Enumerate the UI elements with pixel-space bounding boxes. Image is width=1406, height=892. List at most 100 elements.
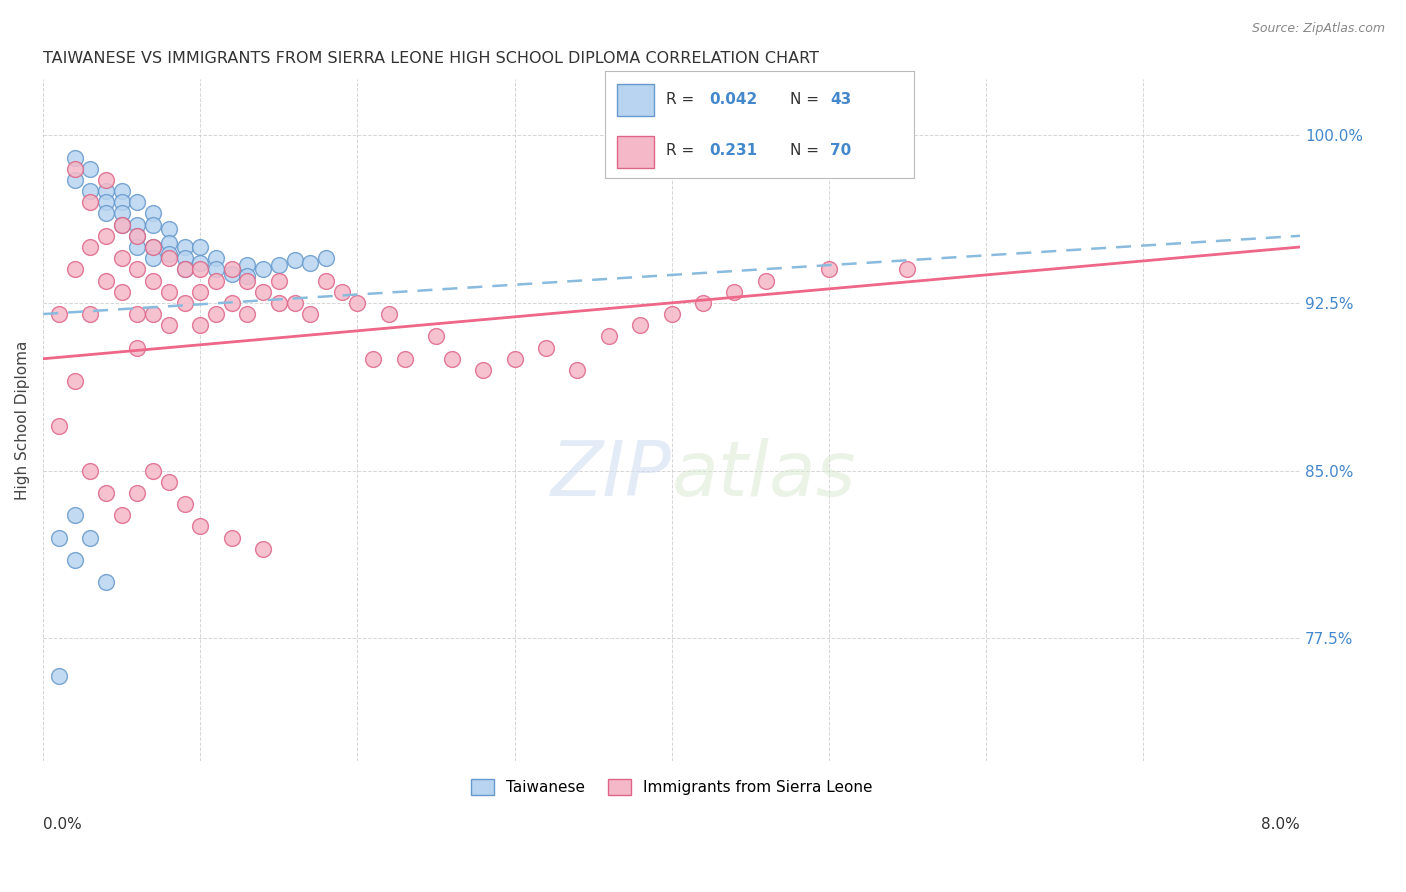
Point bbox=[127, 228, 149, 243]
Text: N =: N = bbox=[790, 92, 824, 107]
Point bbox=[299, 307, 322, 321]
Point bbox=[127, 341, 149, 355]
Point bbox=[221, 267, 243, 281]
Point bbox=[315, 251, 337, 265]
Point bbox=[63, 151, 86, 165]
Point bbox=[252, 541, 274, 556]
Point bbox=[173, 240, 195, 254]
Point bbox=[472, 363, 495, 377]
Point bbox=[79, 161, 101, 176]
Point bbox=[157, 475, 180, 489]
Point bbox=[173, 296, 195, 310]
Point bbox=[205, 251, 228, 265]
Point bbox=[598, 329, 620, 343]
Point bbox=[188, 255, 211, 269]
Legend: Taiwanese, Immigrants from Sierra Leone: Taiwanese, Immigrants from Sierra Leone bbox=[464, 773, 879, 801]
Point bbox=[48, 531, 70, 545]
Point bbox=[221, 262, 243, 277]
Point bbox=[94, 228, 117, 243]
Point bbox=[63, 553, 86, 567]
Point bbox=[111, 218, 134, 232]
Point bbox=[63, 173, 86, 187]
Point bbox=[157, 285, 180, 299]
Point bbox=[111, 195, 134, 210]
Point bbox=[628, 318, 651, 333]
FancyBboxPatch shape bbox=[617, 136, 654, 168]
Point bbox=[127, 486, 149, 500]
Point bbox=[142, 240, 165, 254]
Text: Source: ZipAtlas.com: Source: ZipAtlas.com bbox=[1251, 22, 1385, 36]
Point bbox=[205, 273, 228, 287]
Point bbox=[173, 262, 195, 277]
Point bbox=[236, 307, 259, 321]
Point bbox=[267, 273, 290, 287]
Text: 0.231: 0.231 bbox=[710, 143, 758, 158]
Point bbox=[205, 262, 228, 277]
Point bbox=[425, 329, 447, 343]
Point bbox=[157, 318, 180, 333]
Point bbox=[188, 318, 211, 333]
Point bbox=[142, 206, 165, 220]
Point bbox=[142, 251, 165, 265]
Point bbox=[94, 486, 117, 500]
Point bbox=[173, 251, 195, 265]
Point bbox=[111, 184, 134, 198]
Point bbox=[63, 161, 86, 176]
Point bbox=[157, 235, 180, 250]
Point bbox=[111, 206, 134, 220]
Text: atlas: atlas bbox=[672, 438, 856, 512]
Point bbox=[205, 307, 228, 321]
Text: 43: 43 bbox=[831, 92, 852, 107]
Point bbox=[252, 285, 274, 299]
Point bbox=[252, 262, 274, 277]
Point bbox=[79, 307, 101, 321]
Point bbox=[284, 253, 307, 268]
Point bbox=[79, 240, 101, 254]
Point bbox=[63, 508, 86, 523]
Point bbox=[94, 206, 117, 220]
Point bbox=[94, 273, 117, 287]
Point bbox=[567, 363, 589, 377]
Point bbox=[284, 296, 307, 310]
Point bbox=[378, 307, 401, 321]
Point bbox=[142, 463, 165, 477]
Point bbox=[221, 296, 243, 310]
Point bbox=[692, 296, 714, 310]
Point bbox=[111, 508, 134, 523]
Point bbox=[299, 255, 322, 269]
Point bbox=[723, 285, 745, 299]
Point bbox=[142, 218, 165, 232]
Point bbox=[127, 262, 149, 277]
Point bbox=[111, 285, 134, 299]
Point bbox=[63, 374, 86, 388]
Text: 8.0%: 8.0% bbox=[1261, 817, 1301, 832]
Point bbox=[157, 222, 180, 236]
Point bbox=[236, 268, 259, 283]
Point bbox=[236, 273, 259, 287]
Text: R =: R = bbox=[666, 92, 700, 107]
Point bbox=[111, 218, 134, 232]
Point bbox=[188, 240, 211, 254]
FancyBboxPatch shape bbox=[617, 84, 654, 116]
Point bbox=[142, 273, 165, 287]
Y-axis label: High School Diploma: High School Diploma bbox=[15, 341, 30, 500]
Point bbox=[817, 262, 839, 277]
Point bbox=[142, 307, 165, 321]
Point bbox=[361, 351, 384, 366]
Point bbox=[188, 285, 211, 299]
Point bbox=[330, 285, 353, 299]
Point bbox=[127, 218, 149, 232]
Text: 70: 70 bbox=[831, 143, 852, 158]
Text: N =: N = bbox=[790, 143, 824, 158]
Text: TAIWANESE VS IMMIGRANTS FROM SIERRA LEONE HIGH SCHOOL DIPLOMA CORRELATION CHART: TAIWANESE VS IMMIGRANTS FROM SIERRA LEON… bbox=[44, 51, 820, 66]
Point bbox=[315, 273, 337, 287]
Point bbox=[188, 519, 211, 533]
Point bbox=[503, 351, 526, 366]
Text: 0.042: 0.042 bbox=[710, 92, 758, 107]
Point bbox=[48, 307, 70, 321]
Point bbox=[127, 195, 149, 210]
Point bbox=[127, 307, 149, 321]
Point bbox=[63, 262, 86, 277]
Point bbox=[127, 228, 149, 243]
Point bbox=[94, 184, 117, 198]
